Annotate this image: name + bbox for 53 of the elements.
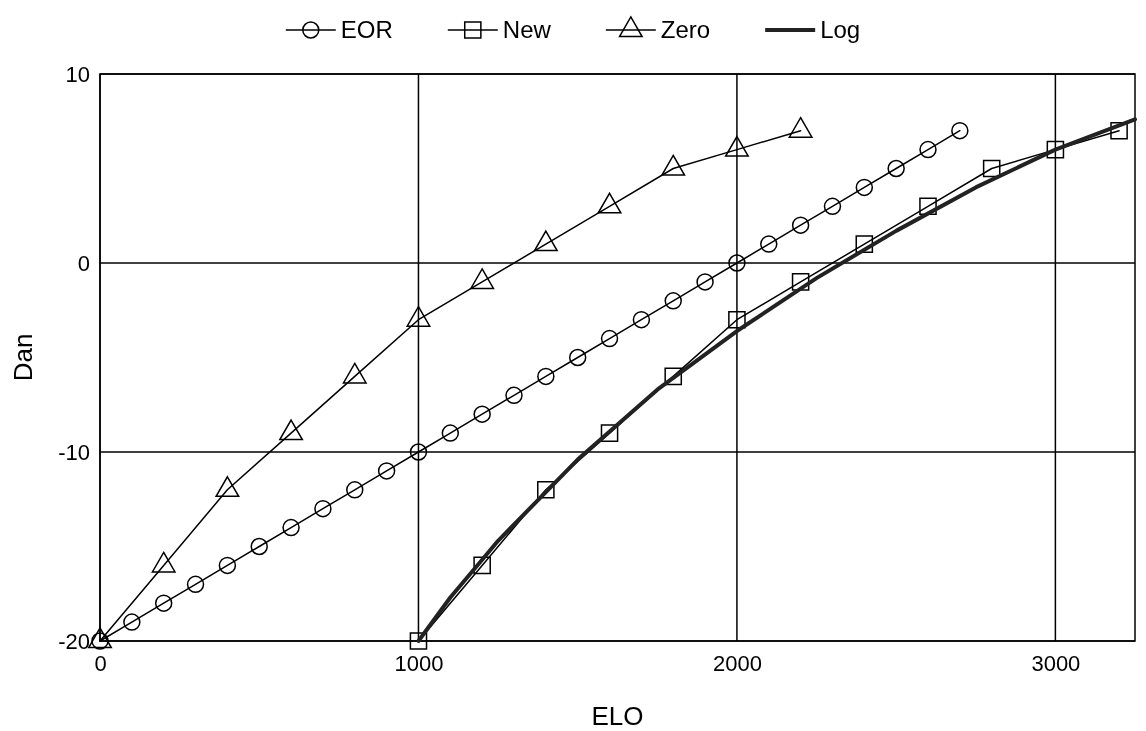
point — [441, 424, 460, 442]
x-tick-label: 1000 — [394, 650, 444, 676]
y-tick-label: 10 — [65, 61, 90, 87]
point — [250, 537, 268, 556]
point — [409, 632, 428, 650]
point — [505, 386, 523, 405]
point — [537, 367, 555, 386]
y-tick-label: -20 — [58, 628, 90, 654]
point — [951, 121, 969, 140]
point — [154, 594, 173, 612]
point — [791, 216, 810, 234]
legend-label: Log — [820, 16, 861, 43]
point — [823, 197, 842, 216]
point — [282, 518, 300, 537]
point — [1046, 140, 1065, 159]
point — [632, 310, 651, 329]
point — [473, 556, 491, 575]
point — [473, 405, 491, 423]
point — [1110, 121, 1128, 140]
point — [919, 197, 937, 216]
point — [664, 367, 683, 386]
point — [600, 424, 619, 442]
point — [409, 443, 428, 461]
point — [346, 481, 364, 499]
point — [855, 235, 874, 253]
point — [664, 292, 682, 310]
point — [982, 159, 1001, 178]
legend-label: Zero — [660, 16, 711, 43]
point — [791, 273, 810, 291]
point — [855, 178, 874, 197]
x-axis-title: ELO — [591, 701, 644, 731]
point — [919, 140, 937, 159]
point — [537, 480, 555, 499]
point — [728, 310, 746, 329]
point — [696, 273, 714, 291]
y-axis-title: Dan — [8, 333, 38, 382]
point — [568, 348, 587, 367]
point — [887, 159, 905, 178]
legend-label: EOR — [340, 16, 393, 43]
point — [123, 613, 141, 631]
x-tick-label: 0 — [94, 650, 107, 676]
point — [760, 235, 778, 253]
y-tick-label: 0 — [77, 250, 90, 276]
point — [377, 462, 396, 480]
point — [218, 556, 237, 575]
legend-label: New — [502, 16, 552, 43]
x-tick-label: 2000 — [712, 650, 762, 676]
y-tick-label: -10 — [58, 439, 90, 465]
point — [600, 329, 619, 348]
point — [314, 499, 332, 518]
point — [728, 254, 746, 272]
point — [186, 575, 205, 594]
x-tick-label: 3000 — [1031, 650, 1081, 676]
